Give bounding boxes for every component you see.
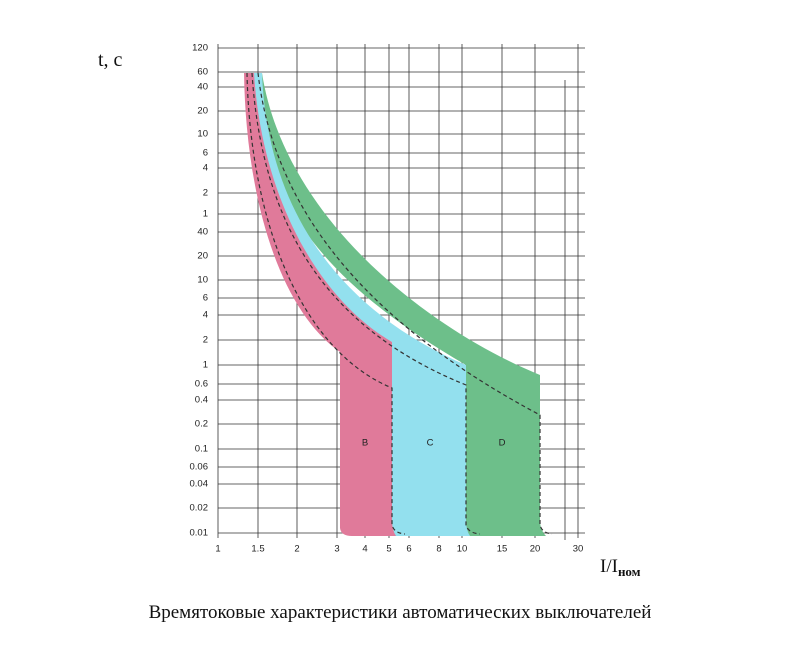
x-tick-label: 3 — [334, 544, 339, 555]
x-tick-label: 30 — [573, 544, 584, 555]
y-tick-label: 10 — [197, 275, 208, 286]
x-tick-label: 2 — [294, 544, 299, 555]
x-axis-label-main: I/I — [600, 556, 618, 577]
y-tick-label: 120 — [192, 43, 208, 54]
zone-b-curve — [246, 72, 406, 535]
y-tick-label: 2 — [203, 335, 208, 346]
zone-label: B — [362, 438, 368, 449]
x-tick-label: 20 — [530, 544, 541, 555]
zone-d-area — [256, 73, 546, 536]
zone-c-area — [250, 73, 470, 536]
x-axis-label-sub: ном — [618, 564, 641, 579]
zone-c-curve — [251, 72, 481, 535]
y-tick-label: 0.1 — [195, 444, 208, 455]
y-tick-label: 6 — [203, 148, 208, 159]
y-tick-label: 6 — [203, 293, 208, 304]
y-tick-label: 40 — [197, 82, 208, 93]
y-tick-label: 20 — [197, 106, 208, 117]
y-tick-label: 0.04 — [190, 479, 209, 490]
x-tick-label: 10 — [457, 544, 468, 555]
x-tick-label: 6 — [406, 544, 411, 555]
y-axis-label: t, c — [98, 49, 123, 71]
y-tick-label: 0.01 — [190, 528, 209, 539]
x-tick-label: 1.5 — [251, 544, 264, 555]
zone-d-curve — [257, 72, 553, 535]
y-tick-label: 2 — [203, 188, 208, 199]
zone-label: D — [499, 438, 506, 449]
y-tick-label: 4 — [203, 163, 208, 174]
y-tick-label: 10 — [197, 129, 208, 140]
y-tick-label: 1 — [203, 209, 208, 220]
y-tick-label: 0.4 — [195, 395, 208, 406]
y-tick-label: 20 — [197, 251, 208, 262]
caption: Времятоковые характеристики автоматическ… — [149, 602, 652, 623]
zone-b-area — [244, 73, 396, 536]
y-tick-label: 0.2 — [195, 419, 208, 430]
y-tick-label: 0.06 — [190, 462, 209, 473]
x-axis-label: I/Iном — [600, 556, 641, 579]
x-tick-label: 5 — [386, 544, 391, 555]
x-tick-label: 8 — [436, 544, 441, 555]
y-tick-label: 4 — [203, 310, 208, 321]
y-tick-label: 0.6 — [195, 379, 208, 390]
y-tick-label: 60 — [197, 67, 208, 78]
y-tick-label: 0.02 — [190, 503, 209, 514]
y-tick-label: 40 — [197, 227, 208, 238]
zone-label: C — [427, 438, 434, 449]
x-tick-label: 15 — [497, 544, 508, 555]
x-tick-label: 1 — [215, 544, 220, 555]
y-tick-label: 1 — [203, 360, 208, 371]
x-tick-label: 4 — [362, 544, 367, 555]
